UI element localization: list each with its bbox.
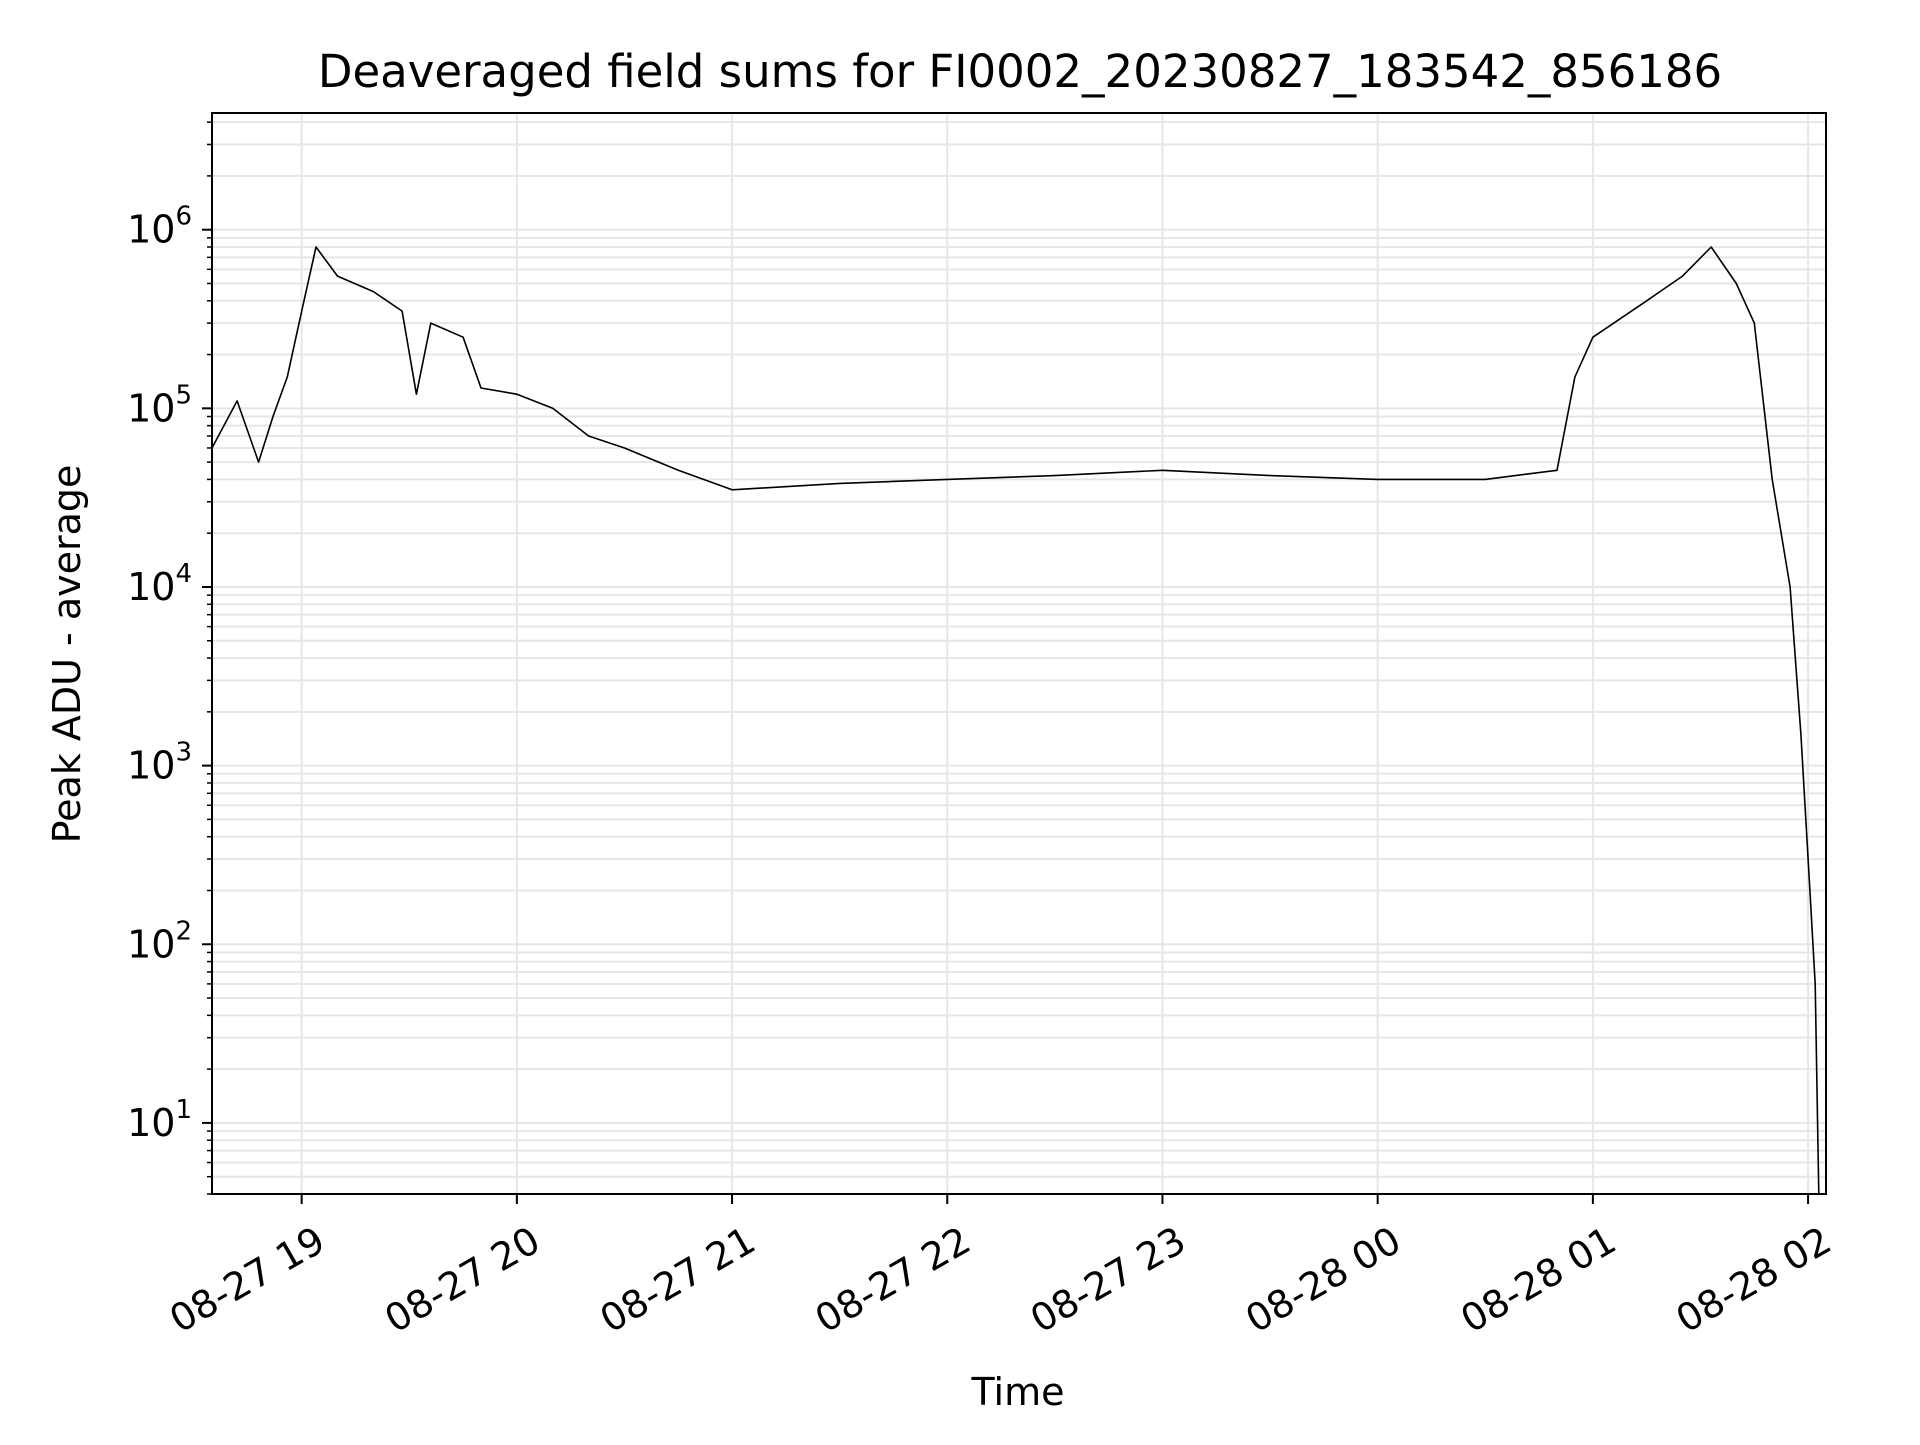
y-tick-label: 104 — [127, 559, 192, 609]
chart-title: Deaveraged field sums for FI0002_2023082… — [318, 45, 1722, 98]
grid — [212, 113, 1826, 1195]
x-axis-label: Time — [971, 1370, 1065, 1414]
data-series — [211, 246, 1820, 1195]
y-axis-label: Peak ADU - average — [45, 465, 89, 844]
series-line — [211, 246, 1820, 1195]
y-tick-label: 106 — [127, 202, 192, 252]
y-tick-label: 105 — [127, 380, 192, 430]
y-tick-label: 102 — [127, 916, 192, 966]
y-tick-label: 103 — [127, 738, 192, 788]
y-tick-label: 101 — [127, 1095, 192, 1145]
plot-frame — [211, 112, 1827, 1195]
